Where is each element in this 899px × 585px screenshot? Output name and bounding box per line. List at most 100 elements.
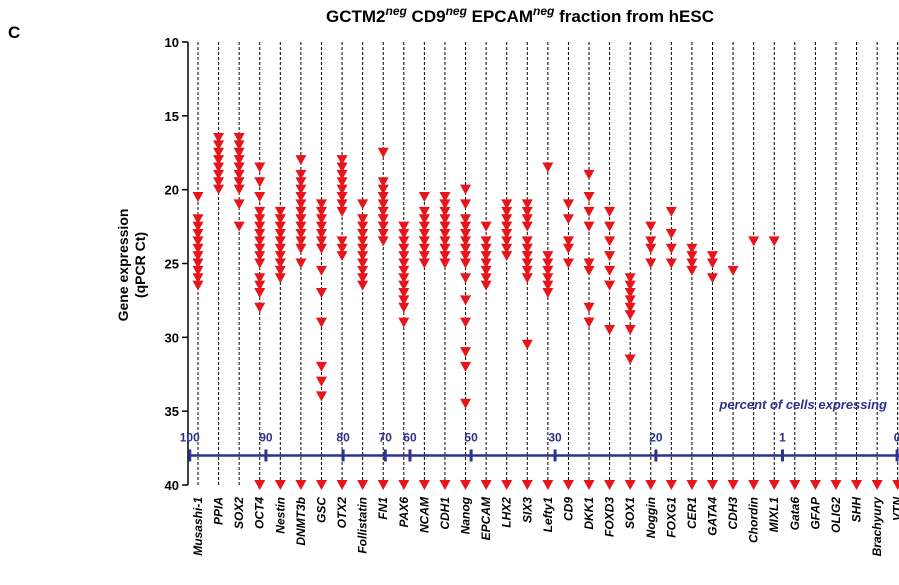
cell-marker	[233, 177, 245, 188]
cell-marker	[521, 199, 533, 210]
x-tick-label: Nanog	[459, 496, 473, 534]
cell-marker	[274, 258, 286, 269]
cell-marker	[295, 221, 307, 232]
cell-marker	[254, 288, 266, 299]
chart-title: GCTM2neg CD9neg EPCAMneg fraction from h…	[326, 4, 714, 26]
cell-marker	[192, 273, 204, 284]
cell-marker	[562, 258, 574, 269]
cell-marker	[315, 206, 327, 217]
cell-marker	[295, 199, 307, 210]
cell-marker	[624, 480, 636, 490]
cell-marker	[521, 243, 533, 254]
cell-marker	[624, 310, 636, 321]
cell-marker	[460, 295, 472, 306]
cell-marker	[254, 480, 266, 490]
x-tick-label: SOX2	[232, 497, 246, 529]
cell-marker	[233, 169, 245, 180]
percent-tick	[654, 449, 658, 462]
cell-marker	[501, 214, 513, 225]
cell-marker	[398, 273, 410, 284]
cell-marker	[377, 221, 389, 232]
y-axis-label: Gene expression (qPCR Ct)	[115, 209, 148, 322]
cell-marker	[336, 155, 348, 166]
cell-marker	[604, 236, 616, 247]
percent-tick	[188, 449, 192, 462]
cell-marker	[748, 480, 760, 490]
cell-marker	[254, 273, 266, 284]
cell-marker	[583, 192, 595, 203]
x-tick-label: Gata6	[788, 497, 802, 531]
cell-marker	[336, 184, 348, 195]
cell-marker	[460, 243, 472, 254]
cell-marker	[562, 480, 574, 490]
cell-marker	[377, 206, 389, 217]
cell-marker	[583, 480, 595, 490]
cell-marker	[707, 251, 718, 262]
cell-marker	[892, 480, 899, 490]
y-tick-label: 35	[165, 404, 179, 419]
x-tick-label: EPCAM	[479, 496, 493, 540]
cell-marker	[624, 295, 636, 306]
x-tick-label: CD9	[561, 497, 575, 521]
x-tick-label: GATA4	[706, 497, 720, 536]
y-tick-label: 15	[165, 109, 179, 124]
cell-marker	[192, 258, 204, 269]
cell-marker	[233, 155, 245, 166]
percent-tick-label: 60	[403, 430, 417, 444]
cell-marker	[398, 236, 410, 247]
cell-marker	[192, 251, 204, 262]
cell-marker	[398, 221, 410, 232]
cell-marker	[336, 480, 348, 490]
title-sup: neg	[446, 4, 468, 18]
cell-marker	[460, 480, 472, 490]
cell-marker	[398, 228, 410, 239]
cell-marker	[768, 236, 780, 247]
cell-marker	[315, 376, 327, 387]
cell-marker	[501, 480, 513, 490]
cell-marker	[357, 243, 369, 254]
cell-marker	[315, 317, 327, 328]
title-part: fraction from hESC	[554, 7, 714, 26]
cell-marker	[542, 288, 554, 299]
x-tick-label: LHX2	[500, 497, 514, 528]
cell-marker	[665, 480, 677, 490]
cell-marker	[192, 214, 204, 225]
cell-marker	[398, 265, 410, 276]
cell-marker	[439, 199, 451, 210]
cell-marker	[562, 236, 574, 247]
cell-marker	[377, 177, 389, 188]
cell-marker	[871, 480, 883, 490]
cell-marker	[521, 480, 533, 490]
cell-marker	[501, 221, 513, 232]
x-tick-label: Lefty1	[541, 497, 555, 533]
cell-marker	[583, 169, 595, 180]
x-tick-label: OCT4	[253, 497, 267, 529]
cell-marker	[604, 206, 616, 217]
cell-marker	[542, 273, 554, 284]
cell-marker	[254, 192, 266, 203]
cell-marker	[295, 206, 307, 217]
cell-marker	[439, 206, 451, 217]
cell-marker	[480, 265, 492, 276]
cell-marker	[686, 251, 698, 262]
cell-marker	[439, 258, 451, 269]
percent-tick-label: 50	[464, 430, 478, 444]
cell-marker	[295, 236, 307, 247]
cell-marker	[315, 228, 327, 239]
cell-marker	[295, 184, 307, 195]
cell-marker	[418, 228, 430, 239]
cell-marker	[645, 221, 657, 232]
cell-marker	[521, 221, 533, 232]
cell-marker	[460, 228, 472, 239]
cell-marker	[254, 236, 266, 247]
cell-marker	[357, 221, 369, 232]
x-tick-label: FOXD3	[603, 497, 617, 537]
cell-marker	[192, 221, 204, 232]
percent-tick	[383, 449, 387, 462]
cell-marker	[315, 480, 327, 490]
cell-marker	[274, 214, 286, 225]
y-axis-label-line: Gene expression	[115, 209, 131, 322]
cell-marker	[480, 251, 492, 262]
cell-marker	[480, 280, 492, 291]
